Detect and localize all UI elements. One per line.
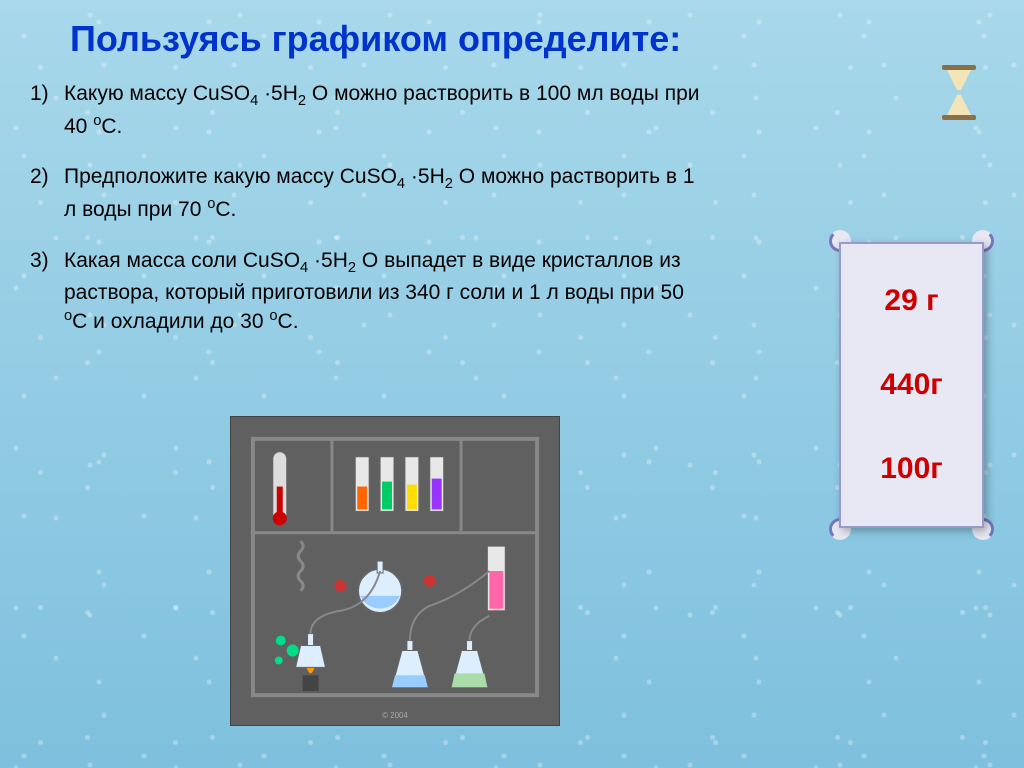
hourglass-icon xyxy=(939,65,979,120)
answers-panel: 29 г 440г 100г xyxy=(829,230,994,540)
question-number: 3) xyxy=(30,247,64,337)
question-text: Предположите какую массу CuSO4 ·5H2 O мо… xyxy=(64,163,710,224)
questions-list: 1) Какую массу CuSO4 ·5H2 O можно раство… xyxy=(30,80,710,358)
svg-text:© 2004: © 2004 xyxy=(382,711,408,720)
question-text: Какая масса соли CuSO4 ·5H2 O выпадет в … xyxy=(64,247,710,337)
question-1: 1) Какую массу CuSO4 ·5H2 O можно раство… xyxy=(30,80,710,141)
page-title: Пользуясь графиком определите: xyxy=(70,18,681,60)
question-text: Какую массу CuSO4 ·5H2 O можно растворит… xyxy=(64,80,710,141)
question-2: 2) Предположите какую массу CuSO4 ·5H2 O… xyxy=(30,163,710,224)
chemistry-apparatus-image: © 2004 xyxy=(230,416,560,726)
question-number: 2) xyxy=(30,163,64,224)
question-number: 1) xyxy=(30,80,64,141)
question-3: 3) Какая масса соли CuSO4 ·5H2 O выпадет… xyxy=(30,247,710,337)
answer-1: 29 г xyxy=(884,284,938,318)
answer-3: 100г xyxy=(880,452,943,486)
answer-2: 440г xyxy=(880,368,943,402)
